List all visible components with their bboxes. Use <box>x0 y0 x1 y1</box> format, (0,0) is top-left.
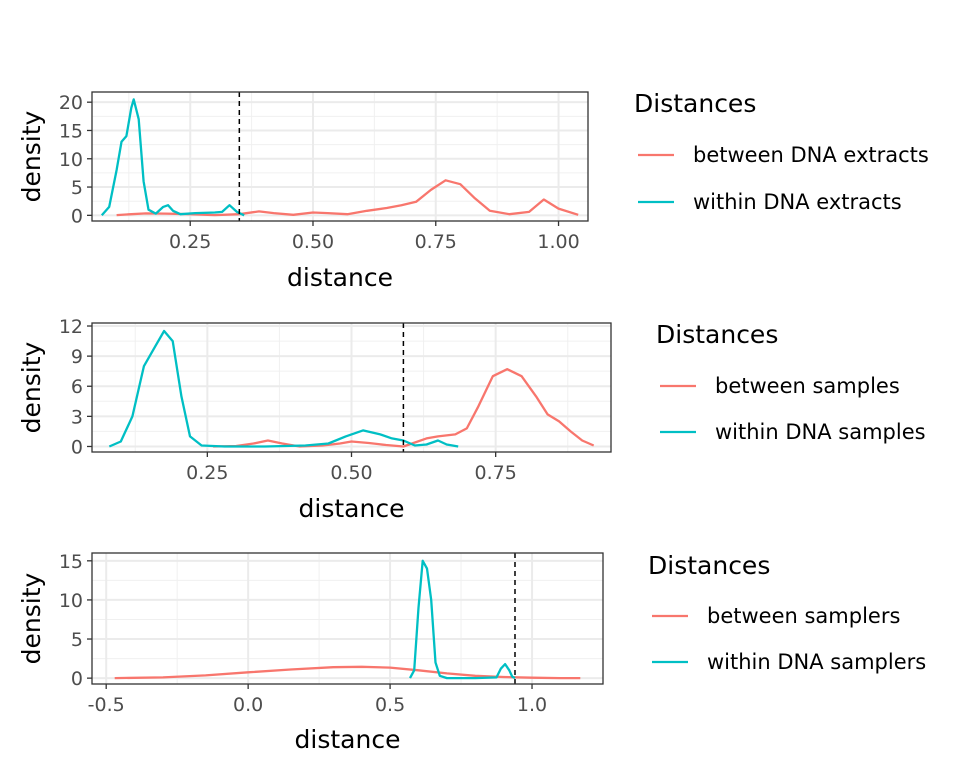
y-tick-label: 15 <box>59 120 83 142</box>
legend-title: Distances <box>648 551 770 580</box>
y-tick-label: 5 <box>71 177 83 199</box>
legend: Distances between samples within DNA sampl… <box>656 320 926 444</box>
legend-label-between: between DNA extracts <box>693 143 929 167</box>
y-tick-label: 0 <box>71 205 83 227</box>
y-tick-label: 12 <box>59 316 83 338</box>
x-tick-label: 0.75 <box>415 231 457 253</box>
y-tick-label: 15 <box>59 551 83 573</box>
x-tick-label: -0.5 <box>88 694 125 716</box>
x-tick-label: 0.75 <box>475 462 517 484</box>
x-tick-label: 0.50 <box>330 462 372 484</box>
x-tick-label: 0.25 <box>169 231 211 253</box>
series-line-between <box>213 368 595 448</box>
legend-label-within: within DNA samples <box>715 420 926 444</box>
y-tick-label: 5 <box>71 629 83 651</box>
series-line-between <box>114 665 581 680</box>
series-line-between <box>116 179 579 217</box>
x-axis-title: distance <box>287 263 393 292</box>
series-line-within <box>108 329 459 448</box>
series-line-within <box>408 559 516 680</box>
legend-label-within: within DNA extracts <box>693 190 902 214</box>
legend-label-between: between samples <box>715 374 900 398</box>
y-axis-title: density <box>17 341 46 433</box>
y-tick-label: 6 <box>71 376 83 398</box>
legend: Distances between samplers within DNA samp… <box>648 551 926 674</box>
x-tick-label: 0.5 <box>375 694 405 716</box>
y-tick-label: 20 <box>59 92 83 114</box>
legend: Distances between DNA extracts within DNA … <box>634 89 929 214</box>
y-axis-title: density <box>17 572 46 664</box>
panel-border <box>91 552 604 685</box>
y-tick-label: 3 <box>71 406 83 428</box>
legend-label-between: between samplers <box>707 604 900 628</box>
panel-1: 0.25 0.50 0.75 1.00 0 5 10 15 20 distance density D… <box>17 89 929 292</box>
y-tick-label: 0 <box>71 668 83 690</box>
x-tick-label: 0.25 <box>186 462 228 484</box>
panel-2: 0.25 0.50 0.75 0 3 6 9 12 distance density Distanc… <box>17 316 926 523</box>
legend-title: Distances <box>634 89 756 118</box>
y-tick-label: 0 <box>71 436 83 458</box>
x-axis-title: distance <box>299 494 405 523</box>
panel-3: -0.5 0.0 0.5 1.0 0 5 10 15 distance density Distan… <box>17 551 926 754</box>
series-line-within <box>100 98 245 217</box>
y-axis-title: density <box>17 110 46 202</box>
legend-title: Distances <box>656 320 778 349</box>
legend-label-within: within DNA samplers <box>707 650 926 674</box>
x-tick-label: 0.50 <box>292 231 334 253</box>
x-tick-label: 1.0 <box>517 694 547 716</box>
plot-background <box>92 553 603 684</box>
x-tick-label: 0.0 <box>233 694 263 716</box>
y-tick-label: 9 <box>71 346 83 368</box>
y-tick-label: 10 <box>59 149 83 171</box>
y-tick-label: 10 <box>59 590 83 612</box>
x-tick-label: 1.00 <box>537 231 579 253</box>
panel-border <box>91 91 589 222</box>
x-axis-title: distance <box>295 725 401 754</box>
plot-background <box>92 92 588 221</box>
